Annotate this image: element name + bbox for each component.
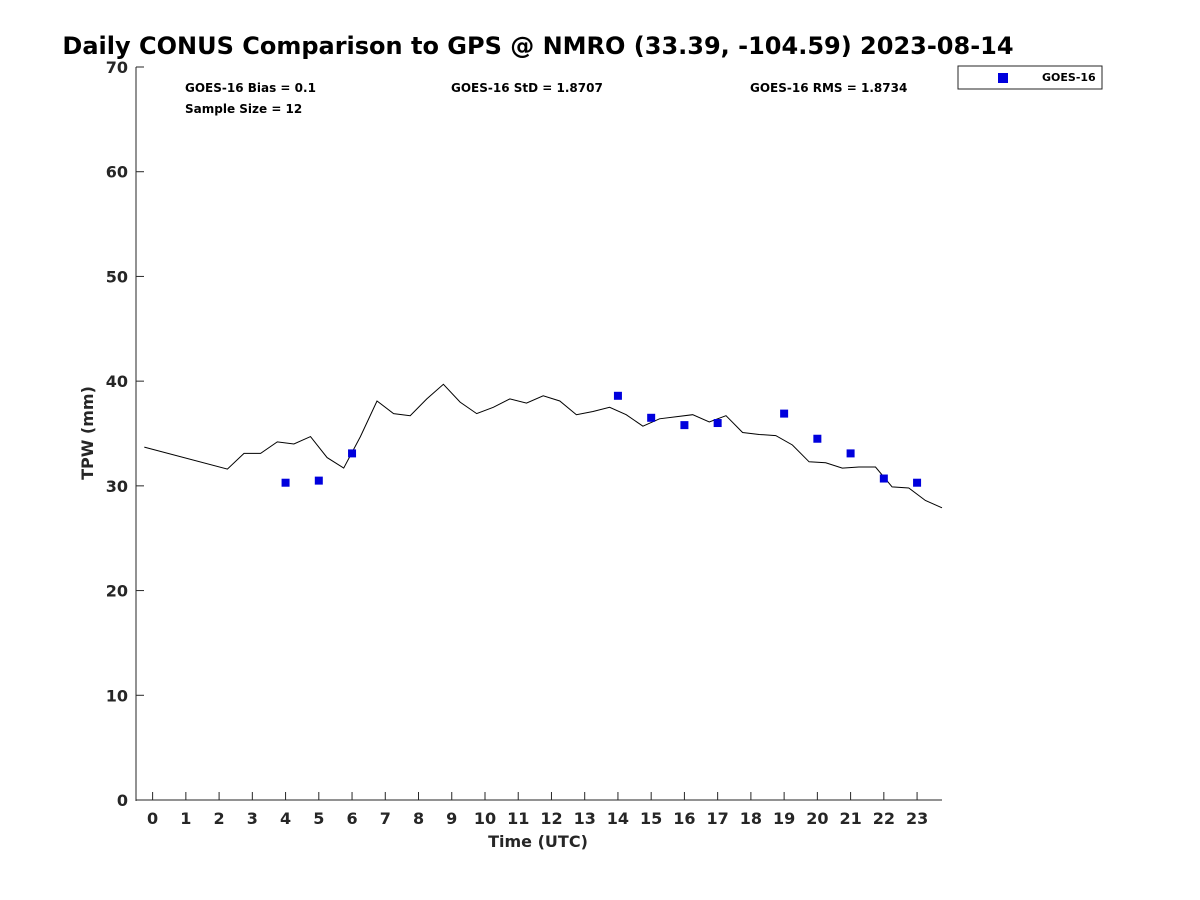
x-tick-label: 14 — [607, 809, 629, 828]
x-tick-label: 0 — [147, 809, 158, 828]
y-ticks: 0 10 20 30 40 50 60 70 — [106, 58, 144, 810]
legend: GOES-16 — [957, 65, 1103, 90]
bias-stat: GOES-16 Bias = 0.1 — [185, 81, 316, 95]
legend-box — [957, 65, 1103, 90]
x-tick-label: 17 — [707, 809, 729, 828]
x-tick-label: 11 — [507, 809, 529, 828]
x-tick-label: 8 — [413, 809, 424, 828]
y-tick-label: 0 — [117, 791, 128, 810]
x-tick-label: 3 — [247, 809, 258, 828]
goes16-point — [281, 478, 290, 487]
goes16-point — [879, 474, 888, 483]
goes16-point — [647, 413, 656, 422]
y-axis-label: TPW (mm) — [78, 386, 97, 480]
goes16-point — [613, 391, 622, 400]
x-tick-label: 21 — [839, 809, 861, 828]
x-tick-label: 23 — [906, 809, 928, 828]
y-tick-label: 50 — [106, 267, 128, 286]
goes16-points — [281, 391, 922, 487]
chart-title: Daily CONUS Comparison to GPS @ NMRO (33… — [62, 32, 1013, 60]
x-tick-label: 22 — [873, 809, 895, 828]
y-tick-label: 10 — [106, 686, 128, 705]
goes16-point — [846, 449, 855, 458]
x-tick-label: 9 — [446, 809, 457, 828]
axes — [135, 67, 942, 801]
x-tick-label: 16 — [673, 809, 695, 828]
std-stat: GOES-16 StD = 1.8707 — [451, 81, 603, 95]
y-tick-label: 40 — [106, 372, 128, 391]
goes16-point — [348, 449, 357, 458]
x-ticks: 0 1 2 3 4 5 6 7 8 9 10 11 12 13 14 15 16 17 18 19 20 21 22 23 — [147, 792, 928, 828]
y-tick-label: 20 — [106, 582, 128, 601]
x-tick-label: 2 — [214, 809, 225, 828]
gps-line-series — [144, 383, 943, 509]
sample-size-stat: Sample Size = 12 — [185, 102, 302, 116]
goes16-point — [713, 419, 722, 428]
x-tick-label: 18 — [740, 809, 762, 828]
x-tick-label: 20 — [806, 809, 828, 828]
y-tick-label: 70 — [106, 58, 128, 77]
goes16-point — [780, 409, 789, 418]
x-tick-label: 12 — [540, 809, 562, 828]
rms-stat: GOES-16 RMS = 1.8734 — [750, 81, 907, 95]
goes16-point — [314, 476, 323, 485]
goes16-point — [813, 434, 822, 443]
goes16-point — [913, 478, 922, 487]
x-tick-label: 15 — [640, 809, 662, 828]
legend-marker-goes16 — [998, 73, 1008, 83]
legend-label-goes16: GOES-16 — [1042, 71, 1096, 84]
x-tick-label: 10 — [474, 809, 496, 828]
goes16-point — [680, 421, 689, 430]
x-tick-label: 6 — [346, 809, 357, 828]
gps-tpw-line — [144, 383, 943, 509]
x-tick-label: 7 — [380, 809, 391, 828]
x-tick-label: 13 — [574, 809, 596, 828]
x-tick-label: 5 — [313, 809, 324, 828]
x-tick-label: 4 — [280, 809, 291, 828]
y-tick-label: 30 — [106, 477, 128, 496]
y-tick-label: 60 — [106, 163, 128, 182]
x-axis-label: Time (UTC) — [488, 832, 588, 851]
x-tick-label: 19 — [773, 809, 795, 828]
x-tick-label: 1 — [180, 809, 191, 828]
